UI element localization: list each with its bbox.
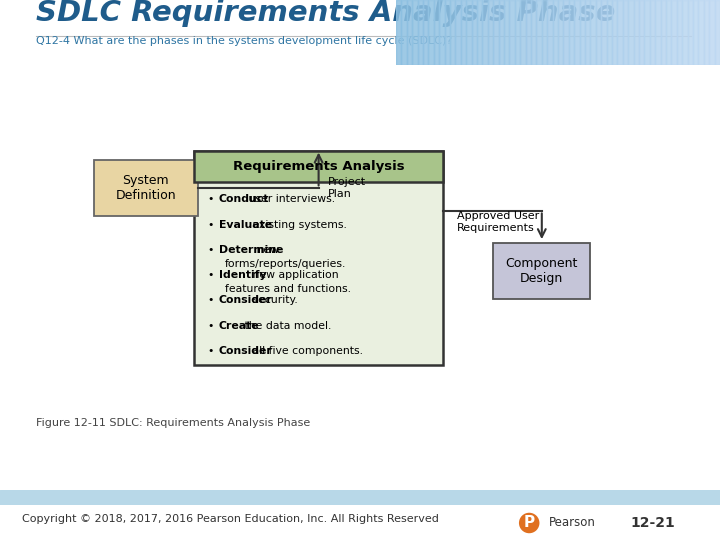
Text: Conduct: Conduct — [219, 194, 269, 205]
Text: forms/reports/queries.: forms/reports/queries. — [225, 259, 346, 268]
Bar — [515, 0, 521, 65]
Text: Copyright © 2018, 2017, 2016 Pearson Education, Inc. All Rights Reserved: Copyright © 2018, 2017, 2016 Pearson Edu… — [22, 514, 438, 524]
Text: Create: Create — [219, 321, 259, 331]
Bar — [402, 0, 407, 65]
Bar — [434, 0, 439, 65]
Bar — [472, 0, 477, 65]
Text: Approved User
Requirements: Approved User Requirements — [457, 212, 539, 233]
Bar — [493, 243, 590, 299]
Text: SDLC Requirements Analysis Phase: SDLC Requirements Analysis Phase — [36, 0, 616, 26]
Bar — [709, 0, 714, 65]
Bar — [542, 0, 547, 65]
Bar — [531, 0, 536, 65]
Bar — [94, 160, 198, 216]
Bar — [423, 0, 428, 65]
Bar — [456, 0, 461, 65]
Bar — [477, 0, 482, 65]
Bar — [698, 0, 704, 65]
Text: new application: new application — [249, 270, 338, 280]
Bar — [194, 151, 443, 364]
Bar — [606, 0, 612, 65]
Bar — [628, 0, 634, 65]
Bar — [644, 0, 650, 65]
Text: Requirements Analysis: Requirements Analysis — [233, 160, 405, 173]
Bar — [683, 0, 688, 65]
Text: Evaluate: Evaluate — [219, 220, 272, 229]
Bar — [703, 0, 709, 65]
Bar — [564, 0, 569, 65]
Bar — [396, 0, 402, 65]
Bar — [194, 151, 443, 183]
Bar — [482, 0, 488, 65]
Text: new: new — [253, 245, 279, 255]
Bar — [612, 0, 618, 65]
Bar — [671, 0, 677, 65]
Text: 12-21: 12-21 — [630, 516, 675, 530]
Text: •: • — [207, 194, 214, 205]
Bar — [418, 0, 423, 65]
Bar — [575, 0, 580, 65]
Text: features and functions.: features and functions. — [225, 284, 351, 294]
Bar — [498, 0, 504, 65]
Bar — [623, 0, 628, 65]
Bar — [413, 0, 418, 65]
Bar — [634, 0, 639, 65]
Bar — [504, 0, 510, 65]
Bar — [450, 0, 456, 65]
Text: all five components.: all five components. — [249, 346, 363, 356]
Text: Project
Plan: Project Plan — [328, 177, 366, 199]
Text: Consider: Consider — [219, 346, 273, 356]
Text: •: • — [207, 220, 214, 229]
Bar — [601, 0, 606, 65]
Text: Figure 12-11 SDLC: Requirements Analysis Phase: Figure 12-11 SDLC: Requirements Analysis… — [36, 417, 310, 428]
Text: Component
Design: Component Design — [505, 257, 578, 285]
Bar — [585, 0, 590, 65]
Bar — [666, 0, 671, 65]
Text: •: • — [207, 270, 214, 280]
Text: •: • — [207, 245, 214, 255]
Bar — [688, 0, 693, 65]
Bar — [558, 0, 563, 65]
Bar — [661, 0, 666, 65]
Text: Q12-4 What are the phases in the systems development life cycle (SDLC)?: Q12-4 What are the phases in the systems… — [36, 36, 452, 46]
Text: Pearson: Pearson — [549, 516, 595, 530]
Text: existing systems.: existing systems. — [249, 220, 347, 229]
Bar — [439, 0, 445, 65]
Bar — [714, 0, 720, 65]
Bar — [618, 0, 623, 65]
Text: •: • — [207, 346, 214, 356]
Text: •: • — [207, 295, 214, 306]
Bar — [639, 0, 644, 65]
Bar — [677, 0, 682, 65]
Bar — [596, 0, 601, 65]
Text: •: • — [207, 321, 214, 331]
Text: Determine: Determine — [219, 245, 283, 255]
Text: user interviews.: user interviews. — [245, 194, 336, 205]
Text: Identify: Identify — [219, 270, 266, 280]
Bar — [521, 0, 526, 65]
Bar — [488, 0, 493, 65]
Text: security.: security. — [249, 295, 297, 306]
Bar — [461, 0, 467, 65]
Bar — [590, 0, 596, 65]
Bar — [493, 0, 498, 65]
Bar — [547, 0, 553, 65]
Bar — [649, 0, 655, 65]
Bar — [655, 0, 661, 65]
Bar — [569, 0, 575, 65]
Bar — [445, 0, 450, 65]
Text: the data model.: the data model. — [241, 321, 332, 331]
Bar — [693, 0, 698, 65]
Bar — [510, 0, 515, 65]
Bar — [428, 0, 433, 65]
Bar — [536, 0, 542, 65]
Bar — [580, 0, 585, 65]
Text: Consider: Consider — [219, 295, 273, 306]
Text: System
Definition: System Definition — [115, 174, 176, 202]
Bar — [526, 0, 531, 65]
Bar — [553, 0, 558, 65]
Text: P: P — [523, 516, 535, 530]
Bar — [467, 0, 472, 65]
Bar — [407, 0, 413, 65]
